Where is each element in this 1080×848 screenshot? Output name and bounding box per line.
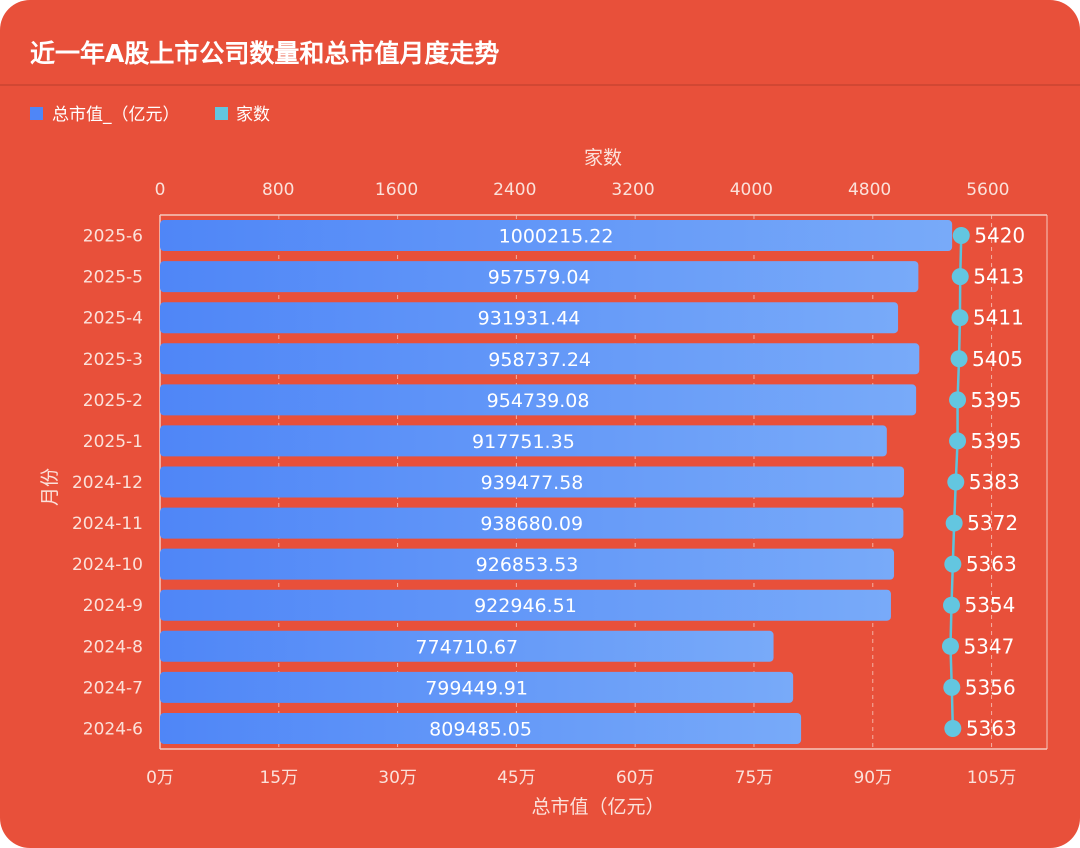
bar — [160, 384, 917, 416]
company-count-point — [949, 432, 967, 450]
y-axis-tick-label: 2025-5 — [83, 268, 143, 288]
bar-value-label: 931931.44 — [478, 308, 581, 330]
company-count-label: 5420 — [974, 224, 1025, 248]
company-count-label: 5347 — [963, 634, 1014, 658]
y-axis-tick-label: 2025-6 — [83, 227, 143, 247]
company-count-point — [941, 637, 959, 655]
top-axis-tick-label: 5600 — [966, 180, 1009, 200]
legend: 总市值_（亿元） 家数 — [30, 105, 270, 125]
bar-value-label: 926853.53 — [476, 554, 579, 576]
company-count-label: 5356 — [965, 675, 1016, 699]
top-axis-tick-label: 0 — [155, 180, 166, 200]
company-count-point — [951, 268, 969, 286]
bar-value-label: 958737.24 — [488, 349, 591, 371]
top-axis-tick-label: 1600 — [375, 180, 418, 200]
bar — [160, 548, 895, 580]
bar — [160, 671, 794, 703]
legend-swatch-company-count[interactable] — [215, 107, 228, 120]
bottom-axis-tick-label: 45万 — [497, 768, 536, 788]
bar-value-label: 799449.91 — [425, 677, 528, 699]
top-axis-tick-label: 2400 — [493, 180, 536, 200]
company-count-point — [952, 227, 970, 245]
bottom-axis-tick-label: 105万 — [967, 768, 1016, 788]
bar — [160, 302, 899, 334]
company-count-point — [951, 309, 969, 327]
company-count-point — [947, 473, 965, 491]
company-count-label: 5411 — [973, 306, 1024, 330]
bottom-axis-tick-label: 60万 — [616, 768, 655, 788]
company-count-point — [949, 391, 967, 409]
top-axis-tick-label: 4800 — [848, 180, 891, 200]
top-axis-title: 家数 — [584, 147, 622, 169]
bar — [160, 425, 887, 457]
bottom-axis-tick-label: 90万 — [853, 768, 892, 788]
company-count-label: 5383 — [969, 470, 1020, 494]
top-axis-tick-label: 800 — [262, 180, 294, 200]
y-axis-tick-label: 2024-8 — [83, 637, 143, 657]
bar — [160, 507, 904, 539]
bar — [160, 712, 802, 744]
bar — [160, 589, 891, 621]
bar — [160, 220, 953, 252]
y-axis-tick-label: 2025-4 — [83, 309, 143, 329]
bar-value-label: 957579.04 — [488, 267, 591, 289]
bar-value-label: 939477.58 — [481, 472, 584, 494]
bar-value-label: 954739.08 — [487, 390, 590, 412]
company-count-point — [944, 555, 962, 573]
company-count-label: 5395 — [971, 388, 1022, 412]
company-count-point — [944, 719, 962, 737]
bottom-axis-tick-label: 15万 — [259, 768, 298, 788]
company-count-label: 5372 — [967, 511, 1018, 535]
top-axis-tick-label: 3200 — [611, 180, 654, 200]
y-axis-tick-label: 2024-10 — [72, 555, 143, 575]
bar — [160, 261, 919, 293]
bar — [160, 466, 905, 498]
top-axis-tick-label: 4000 — [730, 180, 773, 200]
y-axis-tick-label: 2025-2 — [83, 391, 143, 411]
company-count-point — [942, 596, 960, 614]
company-count-point — [950, 350, 968, 368]
company-count-label: 5363 — [966, 716, 1017, 740]
y-axis-tick-label: 2024-12 — [72, 473, 143, 493]
company-count-label: 5395 — [971, 429, 1022, 453]
y-axis-tick-label: 2024-7 — [83, 678, 143, 698]
y-axis-tick-label: 2024-9 — [83, 596, 143, 616]
y-axis-tick-label: 2024-11 — [72, 514, 143, 534]
company-count-label: 5363 — [966, 552, 1017, 576]
axes: 0 800 1600 2400 3200 4000 4800 5600 0万 15万 30万 45万 6… — [72, 180, 1048, 788]
company-count-label: 5405 — [972, 347, 1023, 371]
bar — [160, 630, 774, 662]
company-count-point — [943, 678, 961, 696]
y-axis-tick-label: 2025-3 — [83, 350, 143, 370]
bottom-axis-title: 总市值（亿元） — [531, 796, 664, 818]
bottom-axis-tick-label: 30万 — [378, 768, 417, 788]
y-axis-tick-label: 2025-1 — [83, 432, 143, 452]
bar-series: 1000215.22 957579.04 931931.44 958737.24 954… — [160, 220, 953, 744]
line-series: 5420 5413 5411 5405 5395 5395 5383 5372 5363 5354… — [941, 224, 1025, 740]
bar — [160, 343, 920, 375]
bar-value-label: 774710.67 — [415, 636, 518, 658]
legend-label-company-count[interactable]: 家数 — [236, 105, 270, 125]
legend-swatch-market-cap[interactable] — [30, 107, 43, 120]
bar-value-label: 1000215.22 — [499, 226, 614, 248]
bottom-axis-tick-label: 75万 — [735, 768, 774, 788]
company-count-point — [945, 514, 963, 532]
bar-value-label: 938680.09 — [480, 513, 583, 535]
y-axis-title: 月份 — [39, 468, 61, 506]
y-axis-tick-label: 2024-6 — [83, 719, 143, 739]
bar-value-label: 809485.05 — [429, 718, 532, 740]
bottom-axis-tick-label: 0万 — [146, 768, 174, 788]
bar-value-label: 922946.51 — [474, 595, 577, 617]
bar-value-label: 917751.35 — [472, 431, 575, 453]
company-count-label: 5413 — [973, 265, 1024, 289]
legend-label-market-cap[interactable]: 总市值_（亿元） — [52, 105, 180, 125]
chart-title: 近一年A股上市公司数量和总市值月度走势 — [30, 39, 499, 68]
company-count-label: 5354 — [964, 593, 1015, 617]
